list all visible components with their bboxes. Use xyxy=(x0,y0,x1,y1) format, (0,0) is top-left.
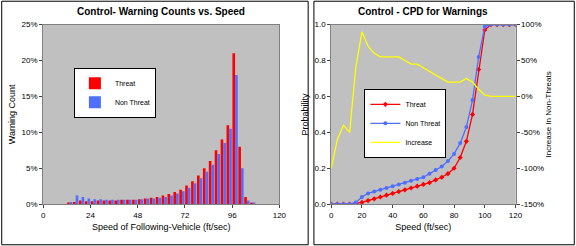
svg-text:0: 0 xyxy=(41,211,46,220)
svg-text:100: 100 xyxy=(478,211,492,220)
svg-text:20: 20 xyxy=(357,211,366,220)
svg-text:-50%: -50% xyxy=(521,128,540,137)
svg-text:Control - CPD for Warnings: Control - CPD for Warnings xyxy=(358,6,488,17)
svg-text:120: 120 xyxy=(273,211,287,220)
svg-text:0.0: 0.0 xyxy=(314,200,326,209)
svg-text:Non Threat: Non Threat xyxy=(405,120,440,127)
svg-text:Control- Warning Counts vs. Sp: Control- Warning Counts vs. Speed xyxy=(77,6,245,17)
svg-text:1.0: 1.0 xyxy=(314,20,326,29)
svg-text:40: 40 xyxy=(388,211,397,220)
svg-text:0%: 0% xyxy=(521,92,533,101)
svg-text:0.2: 0.2 xyxy=(314,164,326,173)
svg-text:Non Threat: Non Threat xyxy=(115,99,150,106)
svg-text:5%: 5% xyxy=(26,164,38,173)
svg-text:15%: 15% xyxy=(22,92,38,101)
svg-text:72: 72 xyxy=(180,211,189,220)
svg-text:50%: 50% xyxy=(521,56,537,65)
svg-text:60: 60 xyxy=(419,211,428,220)
svg-text:0.8: 0.8 xyxy=(314,56,326,65)
svg-text:0.6: 0.6 xyxy=(314,92,326,101)
svg-text:Increase In Non-Threats: Increase In Non-Threats xyxy=(544,71,553,157)
svg-text:48: 48 xyxy=(133,211,142,220)
svg-text:96: 96 xyxy=(228,211,237,220)
svg-text:0.4: 0.4 xyxy=(314,128,326,137)
svg-text:0: 0 xyxy=(329,211,334,220)
svg-text:100%: 100% xyxy=(521,20,541,29)
svg-text:20%: 20% xyxy=(22,56,38,65)
svg-text:Threat: Threat xyxy=(405,101,425,108)
svg-text:10%: 10% xyxy=(22,128,38,137)
svg-text:Probability: Probability xyxy=(300,93,310,136)
svg-text:Increase: Increase xyxy=(405,139,432,146)
svg-text:Warning Count: Warning Count xyxy=(7,84,17,144)
svg-text:Speed of Following-Vehicle (ft: Speed of Following-Vehicle (ft/sec) xyxy=(92,222,231,232)
svg-text:Speed (ft/sec): Speed (ft/sec) xyxy=(395,222,451,232)
svg-text:25%: 25% xyxy=(22,20,38,29)
svg-text:Threat: Threat xyxy=(115,80,135,87)
svg-text:24: 24 xyxy=(86,211,95,220)
svg-text:-150%: -150% xyxy=(521,200,544,209)
svg-text:-100%: -100% xyxy=(521,164,544,173)
svg-text:80: 80 xyxy=(450,211,459,220)
svg-text:120: 120 xyxy=(509,211,523,220)
svg-text:0%: 0% xyxy=(26,200,38,209)
